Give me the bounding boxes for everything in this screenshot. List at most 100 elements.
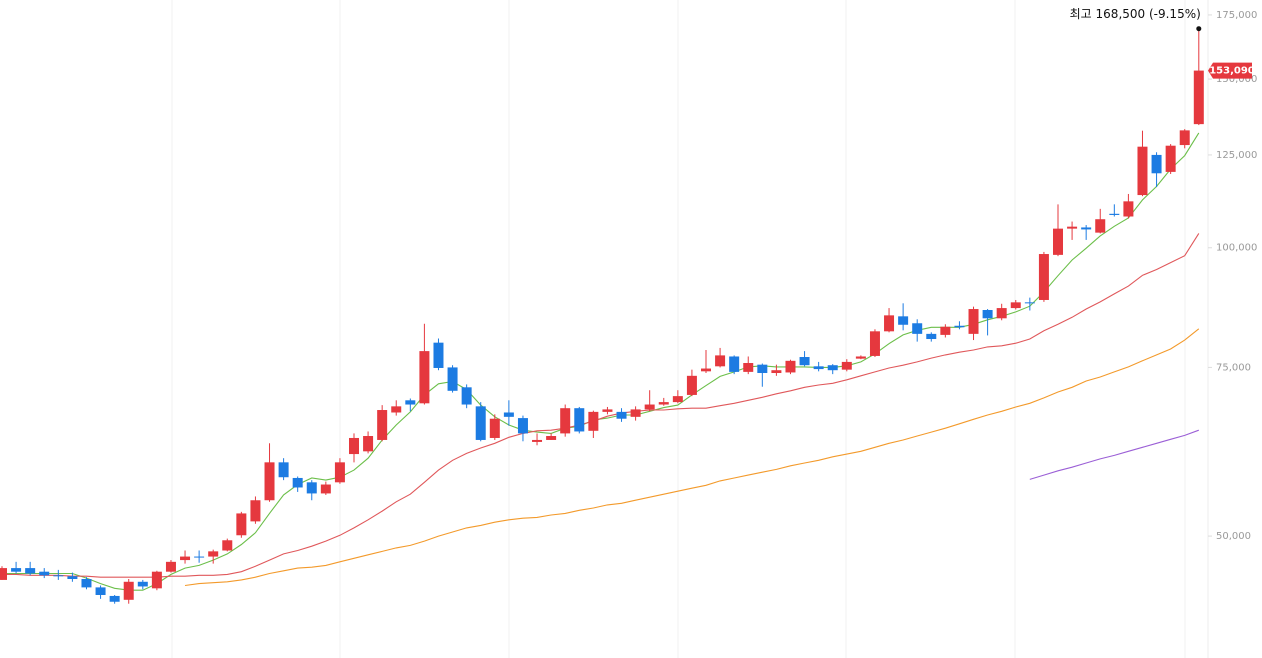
candle-body [743,363,754,372]
candle-body [165,561,176,572]
candle-body [616,411,627,419]
candle-body [405,400,416,405]
candle-body [222,540,233,551]
candle-body [236,513,247,536]
candle-body [419,351,430,404]
candle-body [433,342,444,368]
candle-body [686,375,697,395]
candle-body [1193,70,1204,125]
candle-body [194,556,205,558]
candle-body [1067,226,1078,229]
candle-body [672,396,683,403]
y-tick-label: 75,000 [1216,362,1251,373]
candle-body [1010,302,1021,309]
candle-body [968,309,979,334]
candle-body [912,323,923,334]
candle-body [349,437,359,455]
candle-body [1165,145,1176,172]
high-annotation: 최고 168,500 (-9.15%) [1070,7,1201,21]
candle-body [278,462,289,478]
moving-average-line [2,132,1200,591]
candle-body [25,568,36,574]
candle-body [757,364,768,374]
candle-body [602,409,613,412]
candle-body [1109,213,1120,215]
candle-body [292,477,303,488]
candle-body [67,576,78,580]
y-tick-label: 150,000 [1216,74,1257,85]
candle-body [869,331,880,356]
candle-body [715,355,726,367]
candle-body [701,368,711,372]
moving-average-line [2,233,1200,578]
candle-body [560,408,571,434]
candle-body [39,571,50,576]
candle-body [81,579,92,588]
candle-body [771,370,782,374]
candle-body [729,356,740,372]
candle-body [1095,219,1106,233]
moving-average-line [184,328,1200,587]
y-tick-label: 50,000 [1216,531,1251,542]
candle-body [461,387,472,405]
time-grid [171,0,1209,658]
candle-body [306,482,317,494]
candle-body [208,551,219,557]
candle-body [926,333,937,340]
candle-body [377,410,388,440]
candle-body [517,418,528,434]
close-label-box [1208,62,1252,79]
y-tick-label: 125,000 [1216,150,1257,161]
candle-body [151,571,162,589]
candle-body [546,436,557,440]
candle-body [996,308,1007,319]
candle-body [475,406,486,440]
candle-body [489,418,500,438]
y-tick-label: 175,000 [1216,10,1257,21]
candle-body [320,484,331,494]
candle-body [855,356,866,359]
moving-average-line [1029,429,1199,480]
candle-body [574,408,585,432]
candle-body [334,462,345,483]
candle-body [954,325,965,328]
candle-body [503,412,514,417]
y-tick-label: 100,000 [1216,243,1257,254]
candle-body [940,326,951,335]
candle-body [1038,254,1049,300]
candle-body [1137,146,1148,196]
candle-body [363,436,374,452]
candle-body [447,367,458,391]
candle-body [264,462,275,501]
high-marker [1196,26,1202,32]
candle-body [109,595,120,602]
candles [0,30,1204,604]
candle-body [898,316,909,325]
candle-body [658,402,669,405]
candle-body [1053,228,1063,255]
candle-body [180,556,191,561]
candle-body [137,581,148,587]
candle-body [1081,227,1092,230]
candle-body [1123,201,1134,217]
candle-body [1151,154,1162,174]
candle-body [11,568,22,572]
candle-body [813,366,824,370]
candle-body [588,411,599,431]
close-label: 153,090 [1209,66,1255,77]
candle-body [391,406,402,413]
candle-body [53,575,64,577]
candle-body [95,587,106,595]
candle-body [630,409,641,417]
candle-body [123,581,134,600]
candle-body [250,500,261,522]
candle-body [644,404,655,410]
candle-body [532,439,543,442]
candle-body [785,360,796,373]
candle-body [1024,302,1035,304]
candle-body [1179,130,1190,146]
candle-body [0,568,7,580]
candle-body [799,357,810,366]
candle-body [982,310,993,319]
